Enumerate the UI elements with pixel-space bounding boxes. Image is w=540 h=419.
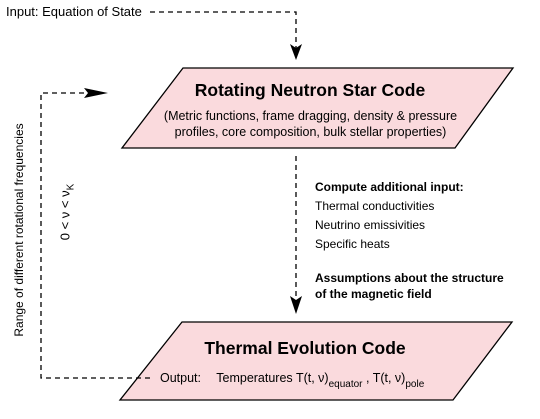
compute-item: Thermal conductivities (315, 199, 435, 213)
thermal-code-box (118, 321, 514, 401)
nu-range-label: 0 < ν < νK (58, 184, 77, 241)
assumptions-block: Assumptions about the structure of the m… (315, 270, 504, 302)
temperature-pole: T(t, ν)pole (372, 371, 425, 390)
description-line-2: profiles, core composition, bulk stellar… (174, 125, 447, 139)
feedback-loop (40, 92, 150, 379)
t-symbol: T(t, ν) (295, 371, 329, 385)
rotating-code-title: Rotating Neutron Star Code (194, 80, 426, 100)
compute-item: Specific heats (315, 237, 390, 251)
description-line-1: (Metric functions, frame dragging, densi… (163, 109, 458, 123)
rotating-code-description: (Metric functions, frame dragging, densi… (138, 108, 483, 140)
compute-heading: Compute additional input: (315, 180, 464, 194)
equator-subscript: equator (328, 379, 363, 390)
temperatures-label: Temperatures (216, 371, 293, 385)
output-line: Output: Temperatures T(t, ν)equator , T(… (160, 371, 424, 390)
nu-subscript: K (65, 183, 77, 191)
middle-arrow-head (290, 296, 302, 314)
feedback-arrow-head (84, 88, 108, 98)
t-symbol: T(t, ν) (372, 371, 406, 385)
rotating-code-box (120, 67, 515, 149)
assumptions-line-1: Assumptions about the structure (315, 271, 504, 285)
compute-block: Compute additional input: Thermal conduc… (315, 178, 464, 254)
thermal-code-title: Thermal Evolution Code (204, 338, 406, 358)
temperature-equator: T(t, ν)equator (295, 371, 363, 390)
input-connector (150, 11, 297, 56)
separator: , (365, 371, 370, 385)
pole-subscript: pole (405, 379, 425, 390)
output-label: Output: (160, 371, 201, 385)
frequency-range-label: Range of different rotational frequencie… (12, 123, 26, 337)
nu-range: 0 < ν < ν (57, 190, 73, 241)
input-arrow-head (290, 44, 302, 60)
assumptions-line-2: of the magnetic field (315, 287, 432, 301)
input-label: Input: Equation of State (6, 4, 142, 19)
compute-item: Neutrino emissivities (315, 218, 426, 232)
